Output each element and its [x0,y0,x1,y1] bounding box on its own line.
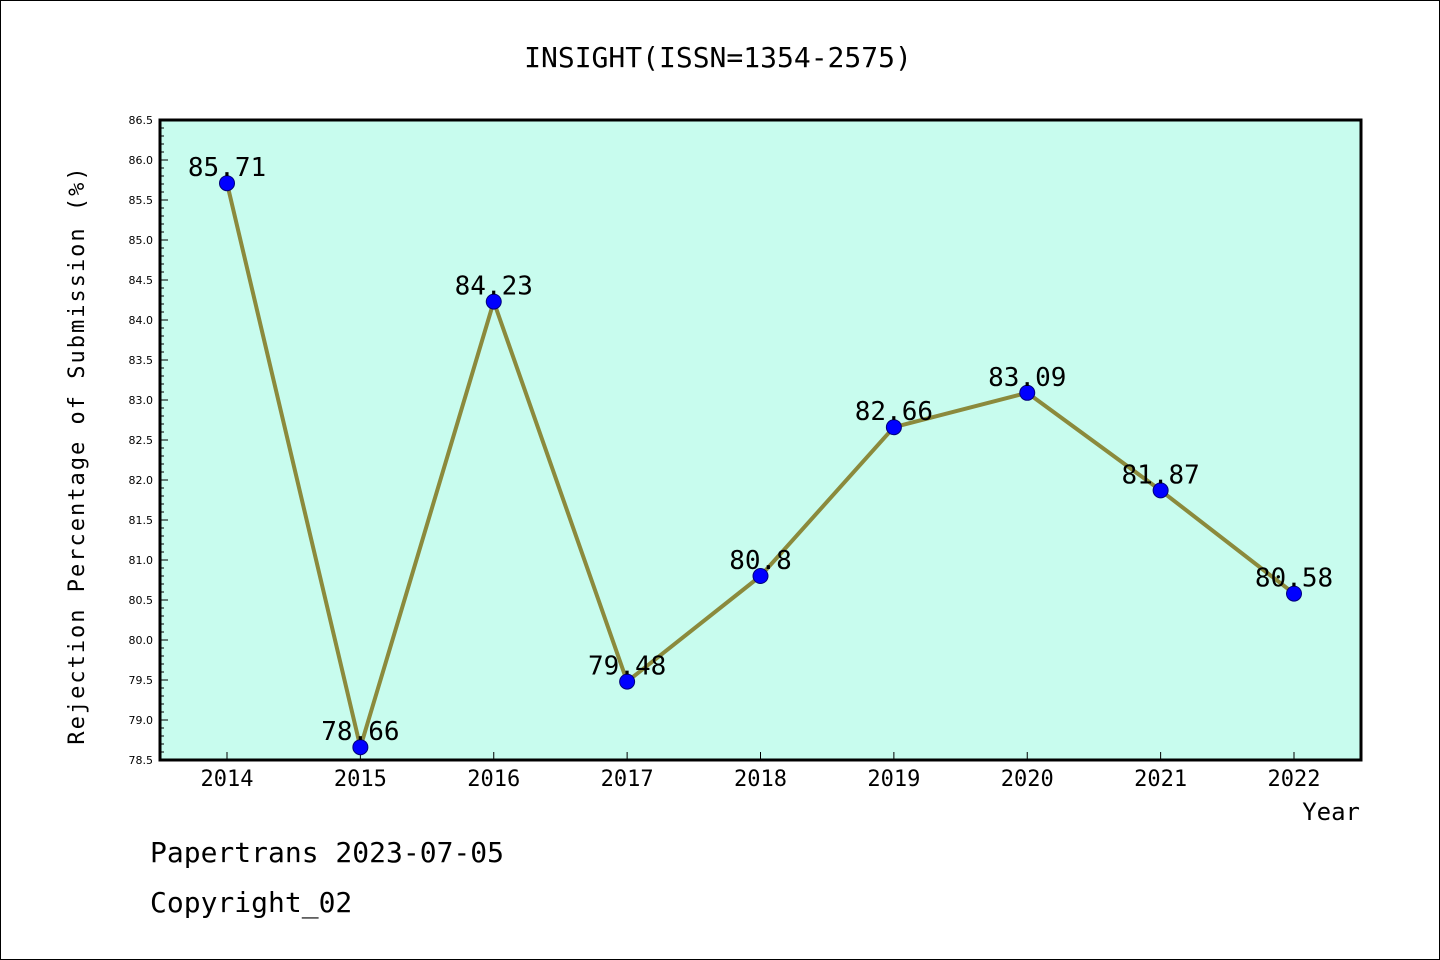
y-tick-label: 84.5 [129,274,154,287]
y-tick-label: 86.0 [129,154,154,167]
data-label: 80.8 [729,546,792,576]
footer-date: Papertrans 2023-07-05 [150,836,505,869]
y-tick-label: 83.5 [129,354,154,367]
plot-border [158,118,1363,762]
data-label: 81.87 [1121,460,1199,490]
data-point [352,739,369,756]
data-point [1019,384,1036,401]
x-axis-ticks: 2014 2015 2016 2017 2018 2019 2020 2021 2022 [201,752,1321,792]
data-label: 79.48 [588,652,666,682]
x-tick-label: 2014 [201,767,254,792]
data-label: 85.71 [188,153,266,183]
y-tick-label: 86.5 [129,114,154,127]
y-tick-label: 78.5 [129,754,154,767]
data-labels: 85.71 78.66 84.23 79.48 80.8 82.66 83.09 81.87 8… [188,153,1333,747]
y-tick-label: 85.0 [129,234,154,247]
y-tick-label: 82.0 [129,474,154,487]
y-tick-label: 79.0 [129,714,154,727]
x-tick-label: 2017 [601,767,654,792]
footer-copyright: Copyright_02 [150,886,353,919]
y-tick-label: 81.5 [129,514,154,527]
plot-area [160,120,1361,760]
x-tick-label: 2020 [1001,767,1054,792]
data-point [885,419,902,436]
x-tick-label: 2022 [1268,767,1321,792]
y-tick-label: 85.5 [129,194,154,207]
y-tick-label: 80.0 [129,634,154,647]
x-axis-label: Year [1302,798,1360,826]
data-point [752,568,769,584]
x-tick-label: 2021 [1134,767,1187,792]
chart-title: INSIGHT(ISSN=1354-2575) [524,41,912,74]
y-tick-label: 81.0 [129,554,154,567]
x-tick-label: 2016 [467,767,520,792]
data-point [619,673,636,690]
data-point [219,175,235,192]
y-axis-ticks: 78.5 79.0 79.5 80.0 80.5 81.0 81.5 82.0 82.5 83.0… [129,114,168,767]
data-label: 82.66 [855,397,933,427]
y-axis-label: Rejection Percentage of Submission (%) [65,165,90,744]
data-label: 84.23 [455,272,533,302]
data-label: 78.66 [321,717,399,747]
y-tick-label: 80.5 [129,594,154,607]
x-tick-label: 2018 [734,767,787,792]
data-label: 80.58 [1255,564,1333,594]
x-tick-label: 2015 [334,767,387,792]
y-tick-label: 83.0 [129,394,154,407]
data-point [1152,482,1169,499]
y-tick-label: 82.5 [129,434,154,447]
data-point [1286,585,1302,602]
data-points [219,175,1302,756]
y-tick-label: 84.0 [129,314,154,327]
y-tick-label: 79.5 [129,674,154,687]
data-label: 83.09 [988,363,1066,393]
data-point [485,293,502,310]
x-tick-label: 2019 [867,767,920,792]
